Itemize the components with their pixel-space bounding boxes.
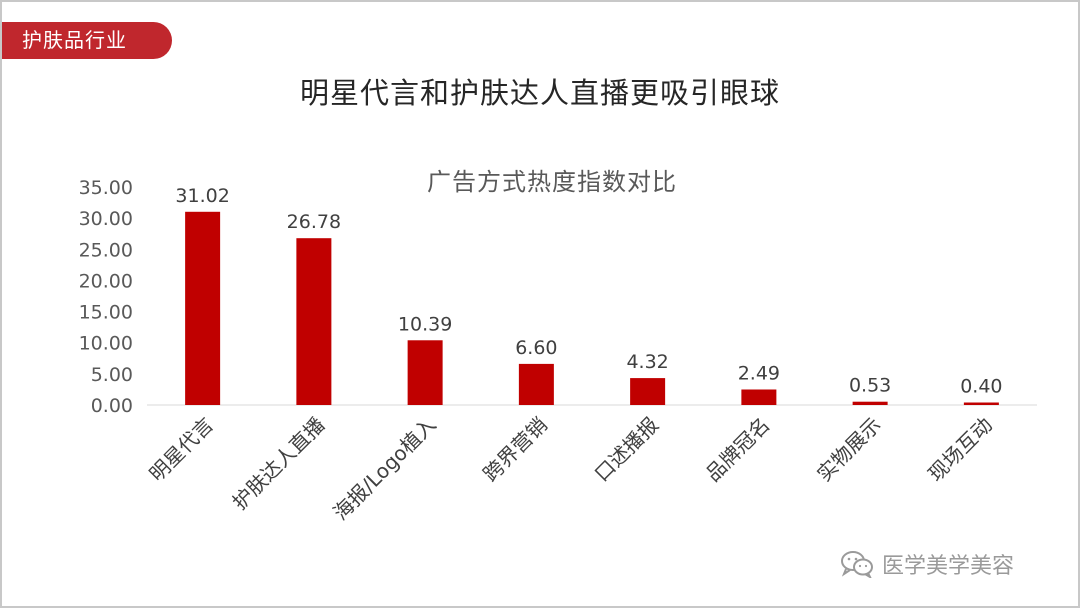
industry-tag: 护肤品行业 [2, 22, 172, 59]
bar [852, 401, 888, 405]
y-tick-label: 0.00 [91, 395, 133, 417]
x-tick-label: 口述播报 [590, 413, 664, 487]
bar [630, 378, 666, 405]
data-label: 31.02 [175, 185, 229, 207]
watermark-label: 医学美学美容 [882, 554, 1015, 579]
bar [518, 363, 554, 405]
data-label: 6.60 [515, 337, 557, 359]
data-label: 2.49 [738, 362, 780, 384]
y-tick-label: 30.00 [79, 208, 133, 230]
x-tick-label: 品牌冠名 [701, 413, 775, 487]
y-tick-label: 15.00 [79, 302, 133, 324]
x-tick-label: 明星代言 [145, 413, 219, 487]
x-tick-label: 现场互动 [923, 413, 997, 487]
data-label: 26.78 [287, 211, 341, 233]
data-label: 0.40 [960, 376, 1002, 398]
data-label: 0.53 [849, 375, 891, 397]
x-tick-label: 海报/Logo植入 [328, 413, 440, 525]
bar [741, 389, 777, 405]
x-tick-label: 护肤达人直播 [228, 413, 330, 515]
bar [185, 211, 221, 405]
y-tick-label: 25.00 [79, 239, 133, 261]
y-tick-label: 20.00 [79, 270, 133, 292]
data-label: 4.32 [626, 351, 668, 373]
y-tick-label: 5.00 [91, 364, 133, 386]
y-tick-label: 35.00 [79, 177, 133, 199]
data-label: 10.39 [398, 313, 452, 335]
bar [296, 238, 332, 405]
y-tick-label: 10.00 [79, 333, 133, 355]
x-tick-label: 实物展示 [812, 413, 886, 487]
wechat-icon [841, 551, 873, 578]
chart-title: 广告方式热度指数对比 [427, 168, 677, 196]
page-title: 明星代言和护肤达人直播更吸引眼球 [299, 76, 780, 110]
x-tick-label: 跨界营销 [478, 413, 552, 487]
bar [407, 340, 443, 405]
bar [963, 402, 999, 405]
watermark: 医学美学美容 [840, 548, 1014, 580]
